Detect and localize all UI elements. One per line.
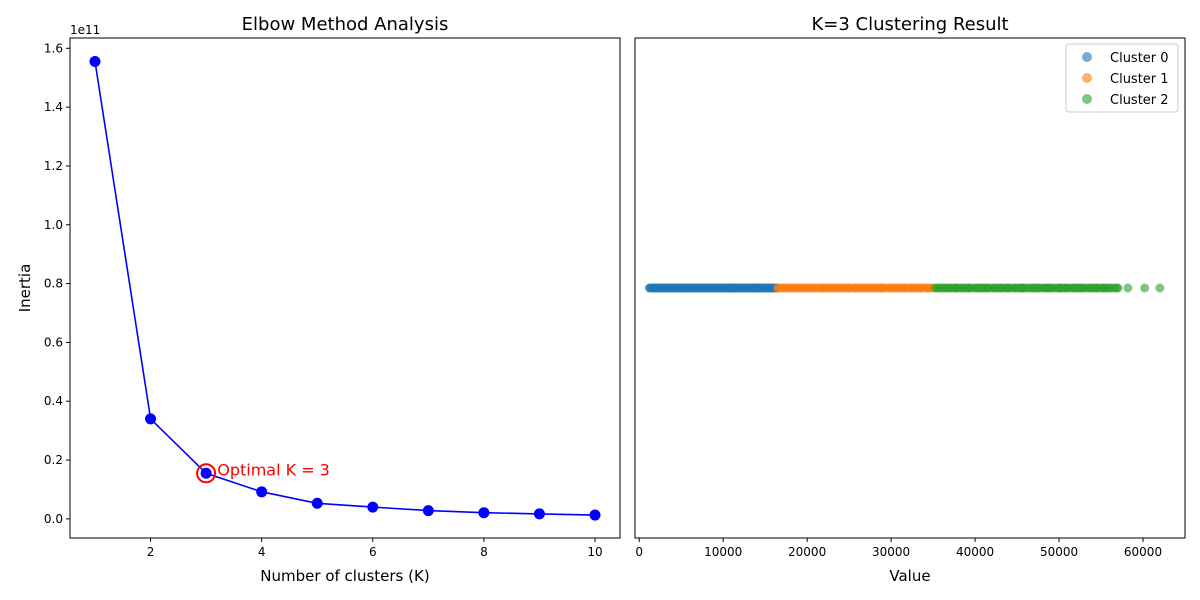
elbow-y-ticks: 0.0 0.2 0.4 0.6 0.8 1.0 1.2 1.4 1.6 — [44, 41, 70, 526]
clustering-x-axis-title: Value — [889, 567, 930, 585]
clustering-chart: K=3 Clustering Result 0 10000 20000 30000 40… — [634, 14, 1186, 585]
elbow-x-ticks: 2 4 6 8 10 — [147, 538, 603, 559]
cluster-point — [1140, 283, 1150, 293]
elbow-series-line — [94, 61, 596, 516]
elbow-y-tick-label: 0.4 — [44, 394, 63, 408]
cluster-0-points — [644, 283, 782, 293]
elbow-x-axis-title: Number of clusters (K) — [260, 567, 429, 585]
cluster-point — [1155, 283, 1165, 293]
clustering-plot-area — [644, 283, 1165, 293]
elbow-data-point — [478, 507, 490, 519]
elbow-data-point — [311, 497, 323, 509]
clustering-x-tick-label: 50000 — [1040, 545, 1078, 559]
optimal-k-highlight-ring — [196, 463, 217, 484]
elbow-y-tick-label: 0.2 — [44, 453, 63, 467]
clustering-chart-title: K=3 Clustering Result — [811, 14, 1008, 35]
legend: Cluster 0 Cluster 1 Cluster 2 — [1065, 43, 1179, 113]
cluster-1-points — [773, 283, 940, 293]
elbow-data-point — [422, 505, 434, 517]
elbow-y-tick-label: 1.6 — [44, 41, 63, 55]
clustering-x-tick-label: 30000 — [872, 545, 910, 559]
elbow-x-tick-label: 4 — [258, 545, 266, 559]
optimal-k-annotation: Optimal K = 3 — [217, 460, 330, 479]
elbow-y-tick-label: 1.4 — [44, 100, 63, 114]
elbow-data-point — [89, 56, 101, 68]
clustering-x-tick-label: 0 — [635, 545, 643, 559]
elbow-y-axis-title: Inertia — [16, 264, 34, 313]
cluster-point — [1113, 283, 1123, 293]
legend-label-cluster-0: Cluster 0 — [1110, 51, 1169, 66]
clustering-x-tick-label: 40000 — [956, 545, 994, 559]
elbow-x-tick-label: 8 — [480, 545, 488, 559]
legend-marker-cluster-0 — [1082, 52, 1092, 62]
clustering-x-tick-label: 20000 — [788, 545, 826, 559]
elbow-x-tick-label: 6 — [369, 545, 377, 559]
clustering-x-tick-label: 10000 — [704, 545, 742, 559]
elbow-data-point — [589, 509, 601, 521]
legend-label-cluster-1: Cluster 1 — [1110, 72, 1169, 87]
elbow-data-point — [145, 413, 157, 425]
elbow-y-tick-label: 1.2 — [44, 159, 63, 173]
clustering-x-tick-label: 60000 — [1124, 545, 1162, 559]
legend-marker-cluster-1 — [1082, 73, 1092, 83]
elbow-y-tick-label: 0.8 — [44, 277, 63, 291]
elbow-data-point — [367, 501, 379, 513]
legend-box — [1065, 43, 1179, 113]
elbow-x-tick-label: 2 — [147, 545, 155, 559]
elbow-chart: Elbow Method Analysis 1e11 0.00.20.40.60… — [16, 14, 621, 585]
elbow-plot-area: Optimal K = 3 — [89, 56, 601, 521]
elbow-x-tick-label: 10 — [587, 545, 602, 559]
elbow-y-tick-label: 0.6 — [44, 335, 63, 349]
elbow-data-point — [533, 508, 545, 520]
elbow-axes-frame — [69, 37, 621, 539]
elbow-data-point — [256, 486, 268, 498]
elbow-y-tick-label: 1.0 — [44, 218, 63, 232]
legend-marker-cluster-2 — [1082, 94, 1092, 104]
cluster-2-points — [930, 283, 1165, 293]
clustering-axes-frame — [634, 37, 1186, 539]
elbow-data-point — [200, 467, 212, 479]
legend-label-cluster-2: Cluster 2 — [1110, 93, 1169, 108]
elbow-y-tick-label: 0.0 — [44, 512, 63, 526]
clustering-x-ticks: 0 10000 20000 30000 40000 50000 60000 — [635, 538, 1162, 559]
cluster-point — [1123, 283, 1133, 293]
y-scale-offset-label: 1e11 — [70, 23, 100, 37]
elbow-chart-title: Elbow Method Analysis — [242, 14, 449, 35]
